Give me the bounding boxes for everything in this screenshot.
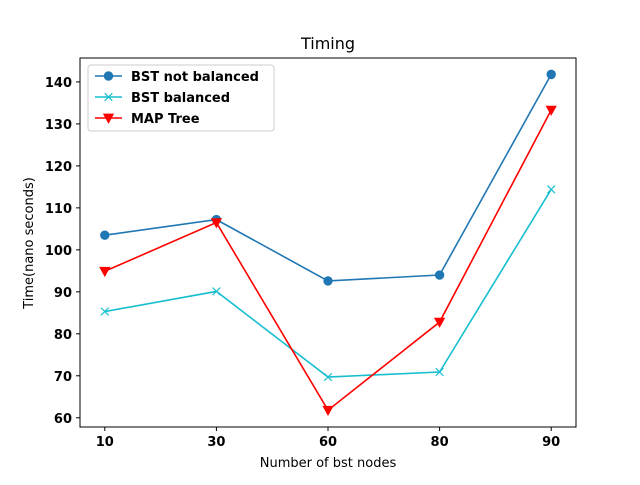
series-0-point-3: [434, 270, 445, 280]
x-tick-label-0: 10: [96, 435, 114, 450]
series-1-point-0-stroke-b: [100, 307, 110, 316]
x-tick-label-2: 60: [319, 435, 337, 450]
series-2-point-3: [433, 317, 446, 328]
series-2-point-4: [545, 105, 557, 116]
series-0-point-2: [323, 276, 333, 286]
y-tick-label-2: 80: [54, 328, 72, 343]
chart-title: Timing: [300, 34, 355, 53]
y-tick-label-0: 60: [54, 412, 72, 427]
series-1-point-3-stroke-b: [435, 367, 444, 377]
series-1-point-4-stroke-b: [546, 185, 556, 194]
legend-marker-1: [104, 92, 113, 102]
x-axis-label: Number of bst nodes: [260, 456, 397, 471]
x-tick-label-4: 90: [542, 435, 560, 450]
series-1-point-0: [100, 307, 110, 316]
series-1-point-3: [435, 367, 444, 377]
series-1-point-2-stroke-b: [323, 372, 333, 382]
legend-box: [87, 64, 275, 132]
series-1-point-2: [323, 372, 333, 382]
y-tick-label-8: 140: [45, 76, 72, 91]
series-line-2: [104, 109, 552, 412]
legend-label-0: BST not balanced: [131, 70, 259, 85]
y-tick-label-3: 90: [54, 286, 72, 301]
plot-area: [99, 69, 557, 417]
legend-label-1: BST balanced: [131, 91, 230, 106]
y-tick-label-5: 110: [45, 202, 72, 217]
series-2-point-2: [322, 405, 334, 417]
y-axis-label: Time(nano seconds): [22, 177, 37, 310]
legend-marker-2: [102, 113, 115, 124]
y-tick-label-6: 120: [45, 160, 72, 175]
legend: BST not balanced BST balanced MAP Tree: [87, 64, 275, 132]
series-1-point-1-stroke-b: [212, 287, 221, 296]
series-0-point-0: [100, 230, 110, 240]
legend-label-2: MAP Tree: [131, 112, 200, 127]
x-tick-label-3: 80: [431, 435, 449, 450]
axes: 10 30 60 80 90 60 70 80 90 100 110 120 130 140: [45, 57, 577, 450]
legend-marker-0: [103, 71, 114, 81]
series-2-point-1: [210, 218, 223, 229]
y-tick-label-7: 130: [45, 118, 72, 133]
series-1-point-4: [546, 185, 556, 194]
series-1-point-1: [212, 287, 221, 296]
series-2-point-0: [99, 266, 111, 278]
series-0-point-4: [546, 69, 556, 80]
y-tick-label-4: 100: [45, 244, 72, 259]
legend-marker-1-stroke-b: [104, 92, 113, 102]
x-tick-label-1: 30: [207, 435, 225, 450]
y-tick-label-1: 70: [54, 370, 72, 385]
